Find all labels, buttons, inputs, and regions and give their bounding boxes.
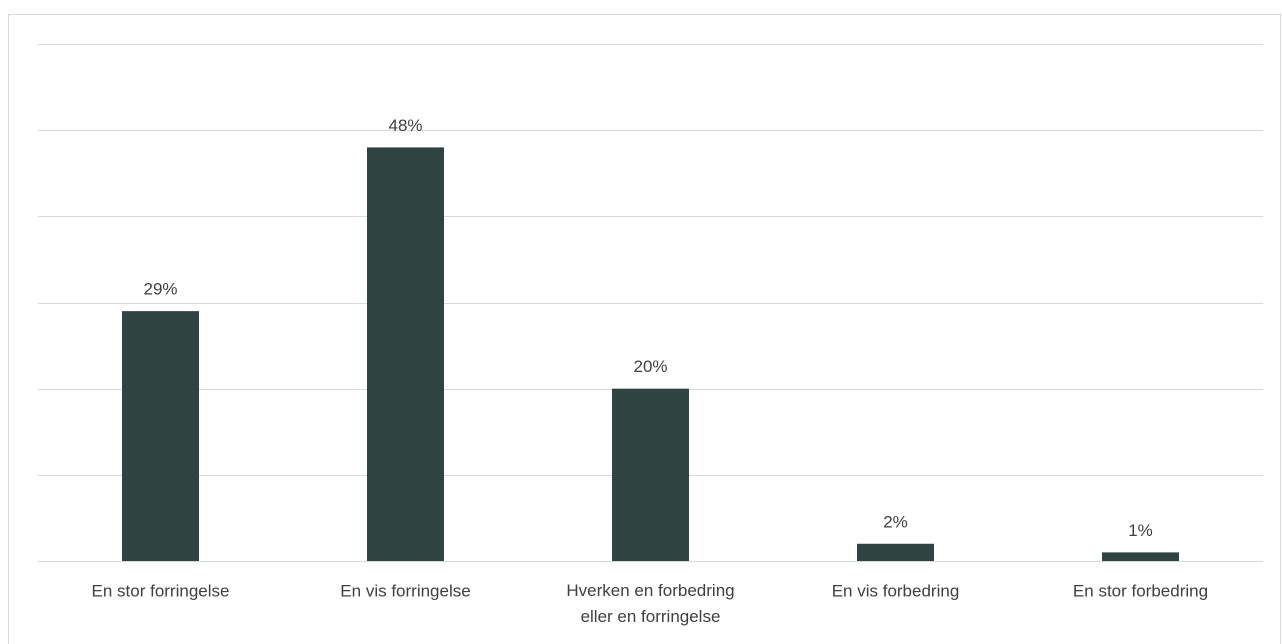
bar: [1102, 552, 1179, 561]
data-label: 29%: [143, 280, 177, 299]
x-tick-label: En vis forbedring: [832, 581, 960, 600]
data-label: 1%: [1128, 521, 1153, 540]
data-label: 2%: [883, 512, 908, 531]
data-label: 20%: [633, 357, 667, 376]
bar: [612, 388, 689, 561]
data-label: 48%: [388, 116, 422, 135]
x-tick-label: Hverken en forbedring eller en forringels…: [566, 581, 734, 626]
bar: [122, 311, 199, 561]
x-tick-label: En stor forbedring: [1073, 581, 1208, 600]
x-tick-label: En vis forringelse: [340, 581, 470, 600]
bar: [367, 147, 444, 561]
bar: [857, 543, 934, 561]
x-tick-label: En stor forringelse: [92, 581, 230, 600]
